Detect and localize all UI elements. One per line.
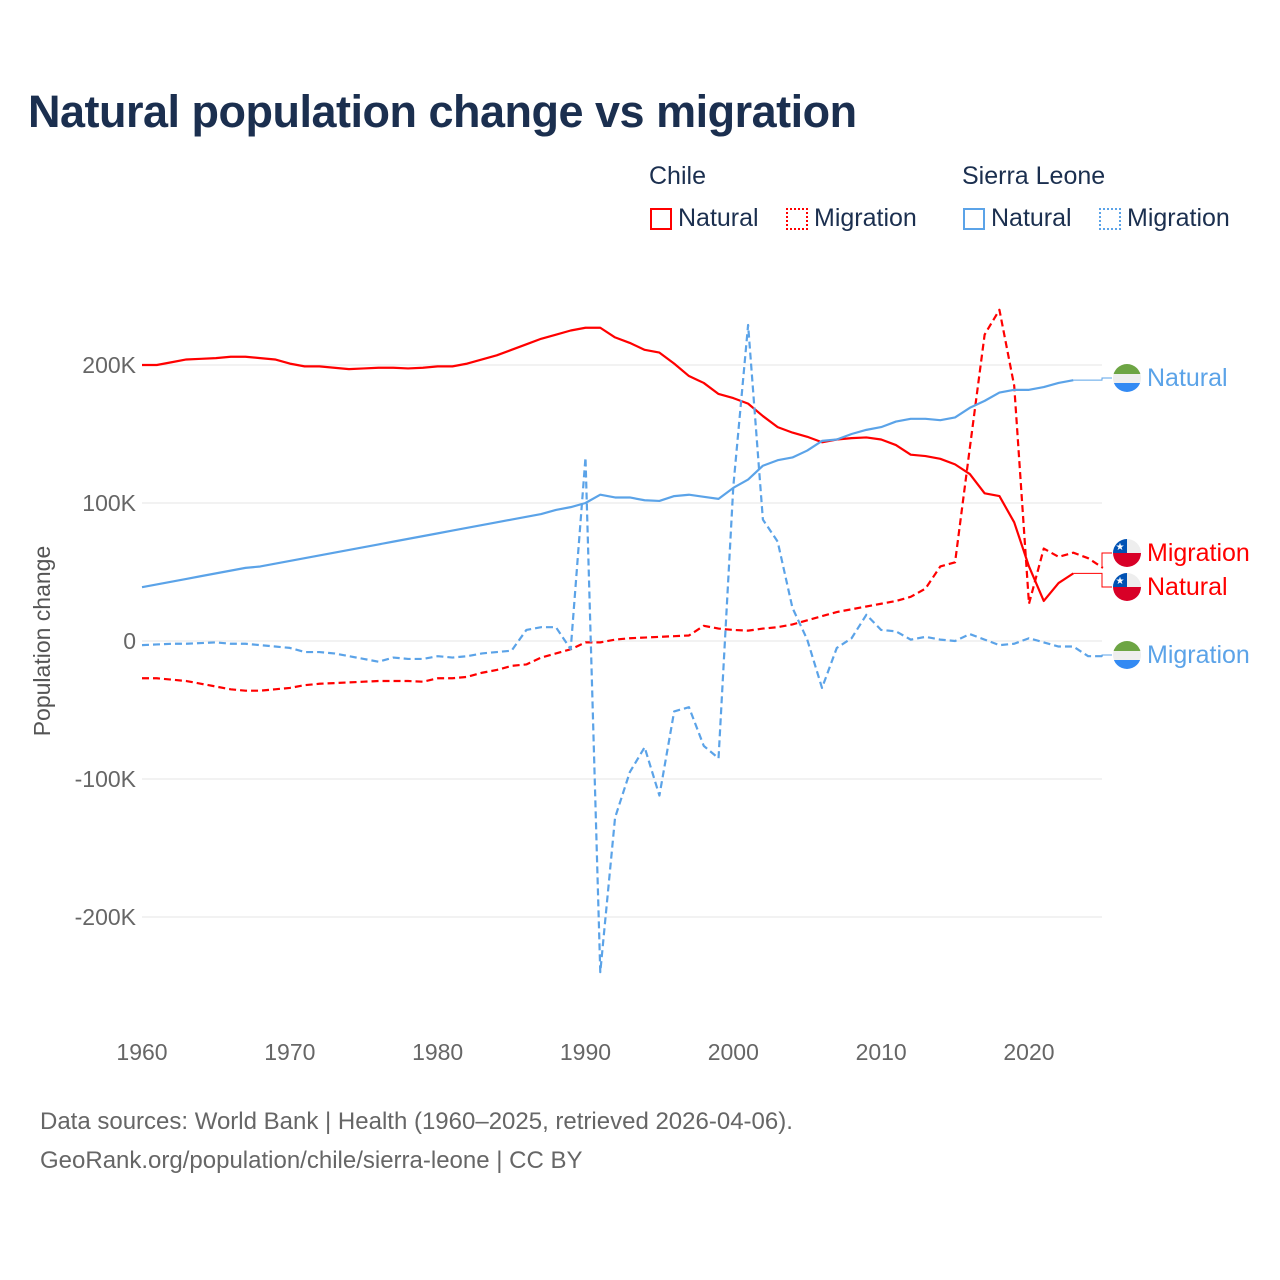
legend-label: Natural <box>678 204 759 232</box>
leader-line <box>1101 552 1112 569</box>
solid-swatch-icon <box>963 207 985 230</box>
legend-label: Natural <box>991 204 1072 232</box>
flag-body: ★ <box>1113 539 1141 567</box>
series-line-chile-migration <box>142 308 1104 692</box>
dotted-swatch-icon <box>786 207 808 230</box>
sierra-leone-flag-icon <box>1113 364 1141 392</box>
legend-label: Migration <box>1127 204 1230 232</box>
flag-green <box>1113 641 1141 651</box>
solid-swatch-icon <box>650 207 672 230</box>
series-end-label: Natural <box>1147 364 1228 392</box>
x-tick-label: 2010 <box>856 1039 907 1065</box>
x-tick-label: 1980 <box>412 1039 463 1065</box>
legend-chile-natural[interactable]: Natural <box>650 204 759 233</box>
series-line-sierra-leone-natural <box>141 379 1074 589</box>
flag-red <box>1113 587 1141 601</box>
footer-sources: Data sources: World Bank | Health (1960–… <box>40 1108 793 1135</box>
y-tick-label: 0 <box>123 628 136 654</box>
leader-line <box>1073 572 1112 588</box>
star-icon: ★ <box>1116 576 1125 587</box>
flag-white <box>1113 651 1141 660</box>
flag-red <box>1113 553 1141 567</box>
x-tick-label: 1970 <box>264 1039 315 1065</box>
dotted-swatch-icon <box>1099 207 1121 230</box>
series-end-label: Migration <box>1147 641 1250 669</box>
sierra-leone-flag-icon <box>1113 641 1141 669</box>
legend-group-chile: Chile <box>649 162 706 190</box>
series-end-label: Natural <box>1147 573 1228 601</box>
legend-sierra-leone-migration[interactable]: Migration <box>1099 204 1230 233</box>
chile-flag-icon: ★ <box>1113 573 1141 601</box>
star-icon: ★ <box>1116 542 1125 553</box>
flag-body: ★ <box>1113 573 1141 601</box>
series-line-sierra-leone-migration <box>141 323 1103 974</box>
legend-chile-migration[interactable]: Migration <box>786 204 917 233</box>
flag-blue <box>1113 383 1141 392</box>
legend-label: Migration <box>814 204 917 232</box>
legend-group-sierra-leone: Sierra Leone <box>962 162 1106 190</box>
leader-line <box>1101 654 1112 657</box>
x-tick-label: 1960 <box>116 1039 167 1065</box>
chart-title: Natural population change vs migration <box>28 86 857 137</box>
y-tick-label: -100K <box>75 766 137 792</box>
x-tick-label: 1990 <box>560 1039 611 1065</box>
flag-body <box>1113 364 1141 392</box>
y-tick-label: 100K <box>82 490 136 516</box>
flag-body <box>1113 641 1141 669</box>
series-end-label: Migration <box>1147 539 1250 567</box>
x-tick-label: 2000 <box>708 1039 759 1065</box>
footer-link[interactable]: GeoRank.org/population/chile/sierra-leon… <box>40 1147 583 1174</box>
y-tick-label: -200K <box>75 904 137 930</box>
x-tick-label: 2020 <box>1003 1039 1054 1065</box>
y-tick-label: 200K <box>82 352 136 378</box>
flag-blue <box>1113 660 1141 669</box>
flag-white <box>1113 374 1141 383</box>
flag-green <box>1113 364 1141 374</box>
series-line-chile-natural <box>142 326 1074 603</box>
y-axis-label: Population change <box>29 546 55 737</box>
chile-flag-icon: ★ <box>1113 539 1141 567</box>
legend-sierra-leone-natural[interactable]: Natural <box>963 204 1072 233</box>
leader-line <box>1073 377 1112 381</box>
